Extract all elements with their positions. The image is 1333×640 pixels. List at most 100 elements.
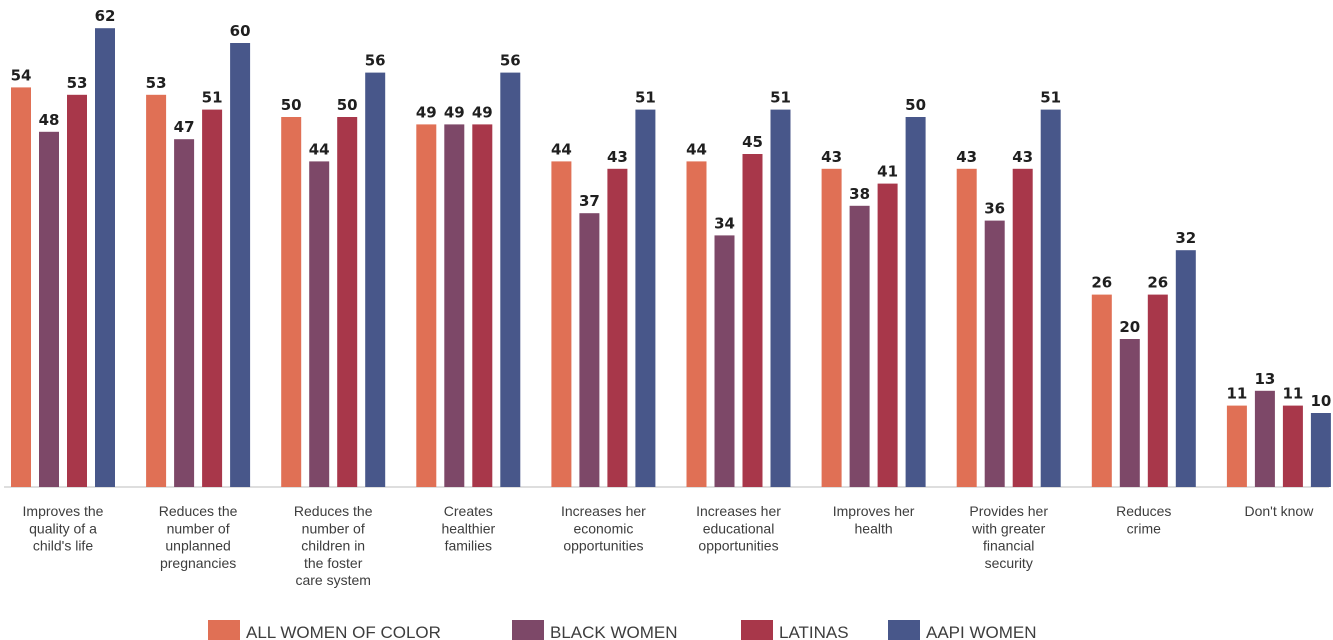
value-label: 43 [607,148,628,166]
value-label: 34 [714,214,735,232]
value-label: 51 [1040,89,1061,107]
value-label: 20 [1119,318,1140,336]
category-label: Creates healthier families [441,503,495,554]
category-label: Increases her economic opportunities [561,503,646,554]
bar-5-3 [607,168,628,488]
bar-5-4 [635,109,656,487]
bar-8-1 [956,168,977,488]
category-label: Increases her educational opportunities [696,503,781,554]
value-label: 50 [337,96,358,114]
value-label: 49 [416,103,437,121]
bar-3-3 [337,117,358,487]
legend-label: ALL WOMEN OF COLOR [246,623,441,640]
value-label: 56 [365,52,386,70]
category-label-line: Reduces the [294,503,373,519]
bar-9-3 [1147,294,1168,487]
bar-7-1 [821,168,842,488]
value-label: 26 [1147,274,1168,292]
category-label-line: with greater [971,520,1045,536]
category-label-line: Improves the [23,503,104,519]
category-label: Don't know [1244,503,1314,519]
category-label-line: Don't know [1244,503,1314,519]
category-label-line: economic [573,520,633,536]
legend-swatch [741,620,773,640]
bar-7-2 [849,205,870,488]
value-label: 54 [11,66,32,84]
legend-swatch [888,620,920,640]
category-label-line: number of [167,520,230,536]
category-label-line: care system [295,572,370,588]
value-label: 38 [849,185,870,203]
value-label: 48 [39,111,60,129]
value-label: 43 [956,148,977,166]
legend-label: BLACK WOMEN [550,623,678,640]
value-label: 10 [1310,392,1331,410]
bar-4-1 [416,124,437,488]
bar-5-2 [579,213,600,487]
bar-3-1 [281,117,302,487]
category-label-line: child's life [33,538,93,554]
legend-swatch [208,620,240,640]
value-label: 44 [309,140,330,158]
value-labels-layer: 54 48 53 62 53 47 51 60 50 44 50 56 49 49 49 56 44 37 43 51… [11,7,1332,410]
value-label: 44 [686,140,707,158]
category-label: Provides her with greater financial securit… [969,503,1048,571]
bar-1-1 [11,87,31,488]
category-label-line: security [985,555,1033,571]
value-label: 11 [1226,385,1247,403]
bar-10-3 [1282,405,1303,487]
category-label-line: Improves her [833,503,915,519]
value-label: 50 [281,96,302,114]
bar-6-4 [770,109,791,487]
legend-label: LATINAS [779,623,849,640]
value-label: 49 [444,103,465,121]
value-label: 26 [1091,274,1112,292]
value-label: 11 [1282,385,1303,403]
category-label-line: Increases her [696,503,781,519]
bar-1-4 [95,28,115,487]
bar-4-2 [444,124,465,488]
value-label: 53 [67,74,88,92]
bar-7-3 [877,183,898,487]
value-label: 47 [174,118,195,136]
category-label-line: opportunities [698,538,778,554]
bar-2-1 [146,94,167,488]
value-label: 50 [905,96,926,114]
category-label-line: educational [703,520,775,536]
category-label: Reduces crime [1116,503,1171,536]
bar-7-4 [905,117,926,487]
category-label-line: Creates [444,503,493,519]
bar-4-4 [500,72,521,487]
value-label: 13 [1254,370,1275,388]
category-label-line: children in [301,538,365,554]
value-label: 43 [821,148,842,166]
bar-3-2 [309,161,330,487]
category-label-line: opportunities [563,538,643,554]
bar-2-4 [230,43,251,487]
bar-10-4 [1310,413,1331,487]
category-label-line: health [855,520,893,536]
bar-4-3 [472,124,493,488]
category-label-line: Increases her [561,503,646,519]
value-label: 51 [202,89,223,107]
category-label-line: quality of a [29,520,97,536]
category-label: Reduces the number of unplanned pregnancies [159,503,238,571]
value-label: 62 [95,7,116,25]
bar-1-2 [39,131,59,488]
category-label: Reduces the number of children in the foste… [294,503,373,588]
value-label: 43 [1012,148,1033,166]
bar-5-1 [551,161,572,487]
value-label: 45 [742,133,763,151]
category-label-line: crime [1127,520,1161,536]
category-label-line: families [445,538,492,554]
value-label: 51 [770,89,791,107]
value-label: 60 [230,22,251,40]
bar-3-4 [365,72,386,487]
category-label-line: pregnancies [160,555,236,571]
bar-1-3 [67,94,87,488]
category-label-line: Reduces [1116,503,1171,519]
category-label-line: number of [302,520,365,536]
value-label: 41 [877,163,898,181]
bar-8-3 [1012,168,1033,488]
